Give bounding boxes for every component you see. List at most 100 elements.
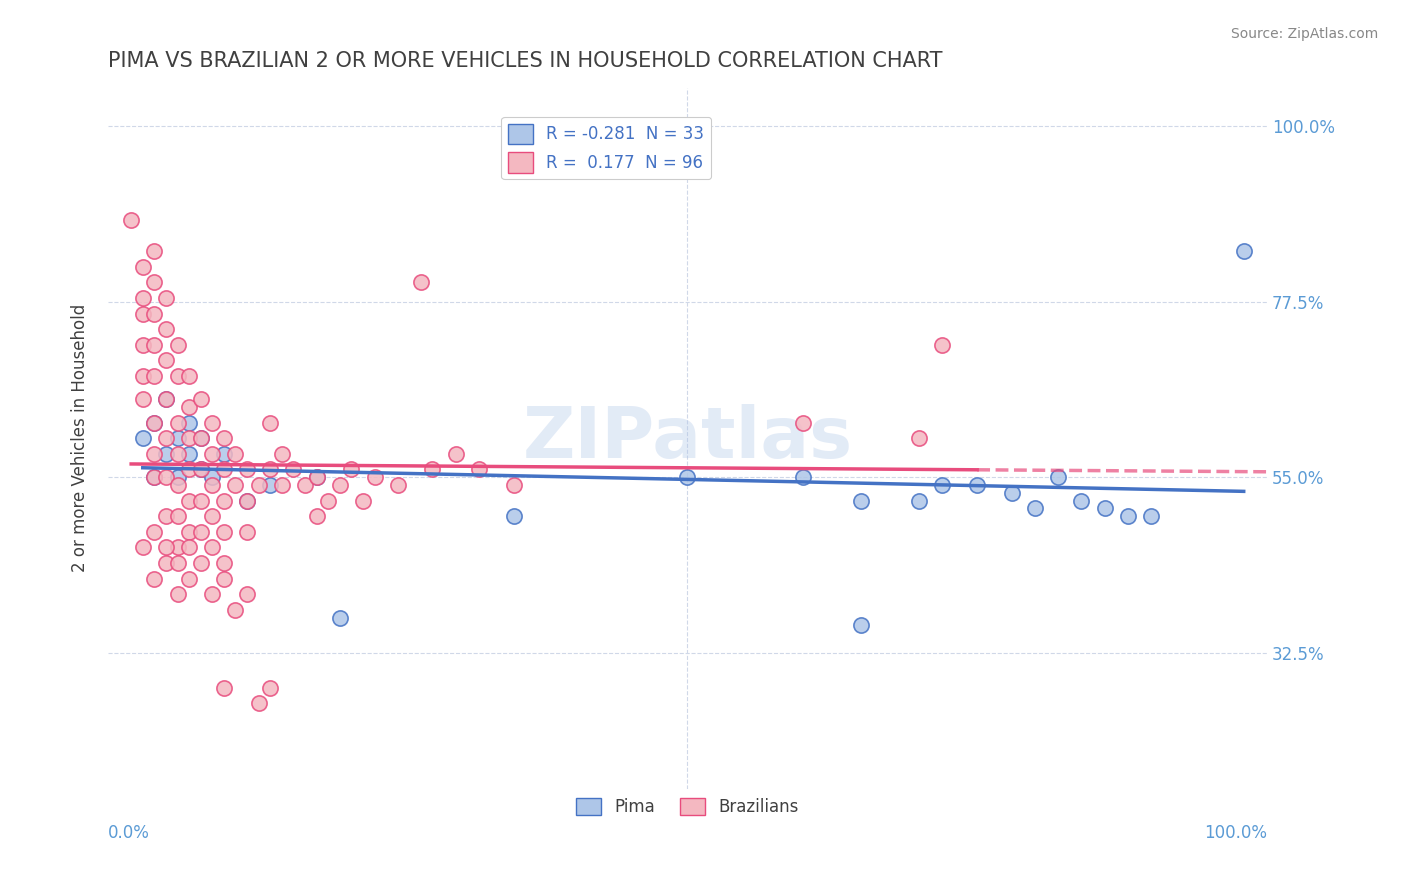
Point <box>132 337 155 351</box>
Point <box>329 478 352 492</box>
Point <box>143 307 166 321</box>
Point <box>305 509 328 524</box>
Point <box>155 431 177 445</box>
Point <box>236 587 259 601</box>
Point <box>155 353 177 368</box>
Point <box>931 478 953 492</box>
Point <box>224 478 246 492</box>
Point <box>179 462 201 476</box>
Point <box>931 337 953 351</box>
Point <box>166 470 188 484</box>
Point <box>294 478 316 492</box>
Point <box>166 587 188 601</box>
Point <box>190 462 212 476</box>
Point <box>201 470 224 484</box>
Point <box>224 447 246 461</box>
Point <box>236 493 259 508</box>
Point <box>1116 509 1139 524</box>
Point <box>190 431 212 445</box>
Point <box>363 470 385 484</box>
Text: Source: ZipAtlas.com: Source: ZipAtlas.com <box>1230 27 1378 41</box>
Point <box>1094 501 1116 516</box>
Point <box>212 524 235 539</box>
Point <box>155 556 177 570</box>
Point <box>329 610 352 624</box>
Point <box>143 416 166 430</box>
Point <box>212 493 235 508</box>
Point <box>1070 493 1092 508</box>
Point <box>422 462 444 476</box>
Point <box>143 470 166 484</box>
Point <box>352 493 374 508</box>
Point <box>201 447 224 461</box>
Point <box>201 587 224 601</box>
Legend: Pima, Brazilians: Pima, Brazilians <box>569 791 806 822</box>
Point <box>966 478 988 492</box>
Point <box>166 509 188 524</box>
Point <box>283 462 305 476</box>
Point <box>166 416 188 430</box>
Point <box>155 392 177 407</box>
Point <box>236 462 259 476</box>
Point <box>166 478 188 492</box>
Point <box>132 291 155 305</box>
Point <box>190 556 212 570</box>
Point <box>155 447 177 461</box>
Point <box>190 524 212 539</box>
Point <box>792 416 814 430</box>
Point <box>166 556 188 570</box>
Point <box>143 337 166 351</box>
Point <box>166 431 188 445</box>
Point <box>212 462 235 476</box>
Point <box>340 462 363 476</box>
Point <box>190 431 212 445</box>
Point <box>387 478 409 492</box>
Point <box>201 478 224 492</box>
Point <box>212 556 235 570</box>
Point <box>143 416 166 430</box>
Point <box>143 524 166 539</box>
Point <box>179 368 201 383</box>
Point <box>201 509 224 524</box>
Point <box>143 244 166 259</box>
Point <box>143 368 166 383</box>
Point <box>236 493 259 508</box>
Point <box>1233 244 1256 259</box>
Text: PIMA VS BRAZILIAN 2 OR MORE VEHICLES IN HOUSEHOLD CORRELATION CHART: PIMA VS BRAZILIAN 2 OR MORE VEHICLES IN … <box>108 51 942 70</box>
Point <box>1001 485 1024 500</box>
Point <box>236 524 259 539</box>
Point <box>212 447 235 461</box>
Point <box>155 509 177 524</box>
Point <box>792 470 814 484</box>
Point <box>305 470 328 484</box>
Text: ZIPatlas: ZIPatlas <box>523 404 852 473</box>
Point <box>270 447 292 461</box>
Text: 0.0%: 0.0% <box>108 824 150 842</box>
Point <box>132 307 155 321</box>
Point <box>409 276 432 290</box>
Point <box>166 447 188 461</box>
Point <box>316 493 339 508</box>
Point <box>259 478 281 492</box>
Point <box>155 392 177 407</box>
Point <box>908 431 931 445</box>
Point <box>179 541 201 555</box>
Point <box>179 572 201 586</box>
Point <box>143 447 166 461</box>
Point <box>212 431 235 445</box>
Point <box>143 470 166 484</box>
Point <box>132 392 155 407</box>
Point <box>155 541 177 555</box>
Point <box>502 478 524 492</box>
Point <box>212 572 235 586</box>
Point <box>190 392 212 407</box>
Point <box>224 603 246 617</box>
Point <box>143 276 166 290</box>
Point <box>190 493 212 508</box>
Text: 100.0%: 100.0% <box>1204 824 1267 842</box>
Point <box>179 416 201 430</box>
Point <box>1140 509 1163 524</box>
Point <box>190 462 212 476</box>
Point <box>259 462 281 476</box>
Point <box>132 431 155 445</box>
